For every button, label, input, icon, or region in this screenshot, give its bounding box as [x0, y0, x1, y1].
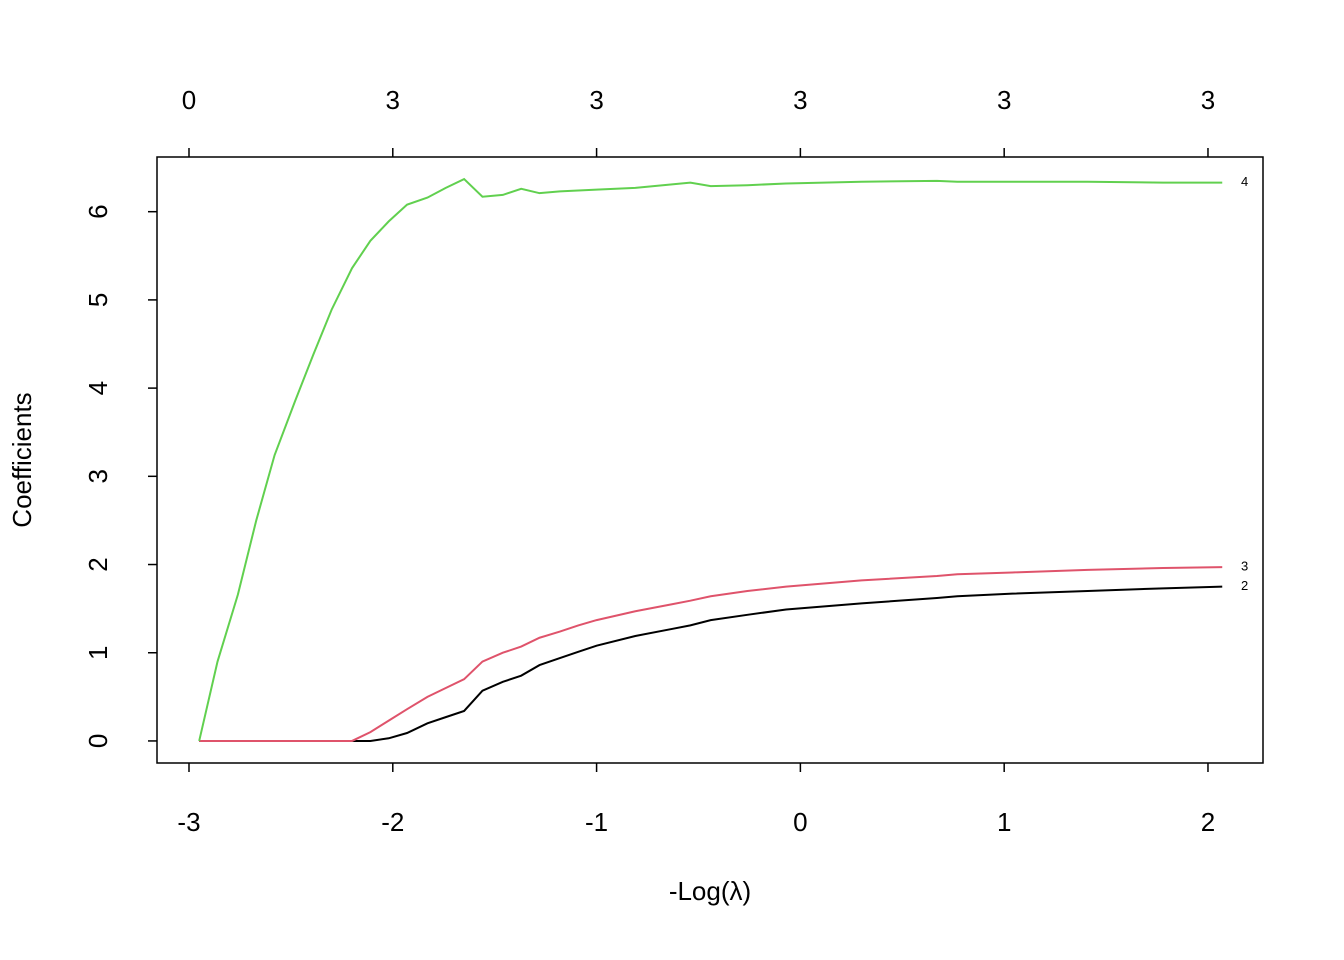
top-tick-label: 0 — [182, 85, 196, 115]
y-tick-label: 2 — [83, 557, 113, 571]
series-end-label: 3 — [1241, 559, 1248, 574]
top-tick-label: 3 — [386, 85, 400, 115]
x-tick-label: 1 — [997, 807, 1011, 837]
x-tick-label: -2 — [381, 807, 404, 837]
y-tick-label: 3 — [83, 469, 113, 483]
plot-box — [156, 156, 1264, 764]
x-tick-label: 2 — [1201, 807, 1215, 837]
y-tick-label: 1 — [83, 646, 113, 660]
y-tick-label: 6 — [83, 204, 113, 218]
top-tick-label: 3 — [589, 85, 603, 115]
y-tick-label: 0 — [83, 734, 113, 748]
series-end-label: 4 — [1241, 174, 1248, 189]
y-axis-label: Coefficients — [7, 392, 37, 527]
top-tick-label: 3 — [997, 85, 1011, 115]
series-line — [198, 177, 1223, 742]
x-tick-label: -1 — [585, 807, 608, 837]
series-line — [199, 566, 1223, 742]
y-tick-label: 4 — [83, 381, 113, 395]
top-tick-label: 3 — [793, 85, 807, 115]
x-tick-label: 0 — [793, 807, 807, 837]
top-tick-label: 3 — [1201, 85, 1215, 115]
x-axis-label: -Log(λ) — [669, 876, 751, 906]
y-tick-label: 5 — [83, 293, 113, 307]
x-tick-label: -3 — [177, 807, 200, 837]
series-end-label: 2 — [1241, 578, 1248, 593]
series-line — [199, 585, 1223, 742]
